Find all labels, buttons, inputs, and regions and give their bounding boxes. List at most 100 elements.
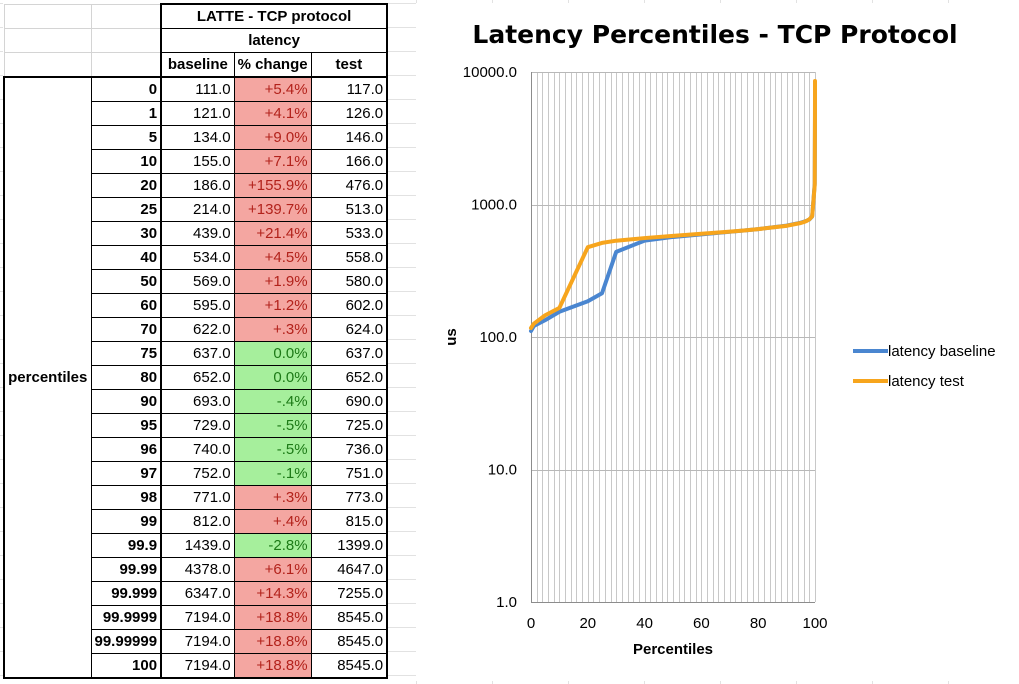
percentile-cell: 97 (90, 461, 162, 486)
test-cell: 4647.0 (310, 557, 389, 582)
change-cell: +21.4% (233, 221, 312, 246)
change-cell: 0.0% (233, 365, 312, 390)
test-cell: 126.0 (310, 101, 389, 126)
baseline-cell: 812.0 (160, 509, 235, 534)
change-cell: +6.1% (233, 557, 312, 582)
y-tick-label: 10.0 (488, 462, 517, 479)
baseline-cell: 569.0 (160, 269, 235, 294)
table-row: 99.9999 7194.0 +18.8% 8545.0 (4, 605, 389, 630)
baseline-cell: 740.0 (160, 437, 235, 462)
baseline-cell: 652.0 (160, 365, 235, 390)
chart-gridlines (531, 72, 816, 603)
test-cell: 533.0 (310, 221, 389, 246)
table-row: 50 569.0 +1.9% 580.0 (4, 269, 389, 294)
percentile-cell: 80 (90, 365, 162, 390)
empty-cell (3, 3, 92, 29)
table-title: LATTE - TCP protocol (160, 3, 389, 29)
y-tick-label: 100.0 (479, 329, 517, 346)
x-tick-label: 20 (579, 615, 596, 632)
table-row: percentiles 0 111.0 +5.4% 117.0 (3, 76, 389, 679)
percentile-cell: 75 (90, 341, 162, 366)
column-header-baseline: baseline (160, 52, 235, 78)
series-line-test (529, 79, 817, 330)
percentile-cell: 10 (90, 149, 162, 174)
change-cell: 0.0% (233, 341, 312, 366)
change-cell: +.3% (233, 317, 312, 342)
test-cell: 773.0 (310, 485, 389, 510)
table-row: 30 439.0 +21.4% 533.0 (4, 221, 389, 246)
test-cell: 166.0 (310, 149, 389, 174)
baseline-cell: 111.0 (160, 76, 235, 102)
percentile-cell: 99.9999 (90, 605, 162, 630)
percentile-cell: 25 (90, 197, 162, 222)
change-cell: -.1% (233, 461, 312, 486)
test-cell: 7255.0 (310, 581, 389, 606)
change-cell: +4.5% (233, 245, 312, 270)
baseline-cell: 1439.0 (160, 533, 235, 558)
x-tick-label: 0 (527, 615, 535, 632)
empty-cell (3, 28, 92, 53)
empty-cell (90, 3, 162, 29)
change-cell: +139.7% (233, 197, 312, 222)
column-group-header: latency (160, 28, 389, 53)
baseline-cell: 752.0 (160, 461, 235, 486)
test-cell: 624.0 (310, 317, 389, 342)
change-cell: +7.1% (233, 149, 312, 174)
legend-label: latency baseline (888, 343, 996, 360)
change-cell: +18.8% (233, 629, 312, 654)
baseline-cell: 7194.0 (160, 653, 235, 679)
baseline-cell: 622.0 (160, 317, 235, 342)
test-cell: 725.0 (310, 413, 389, 438)
percentile-cell: 99.99 (90, 557, 162, 582)
test-cell: 558.0 (310, 245, 389, 270)
latency-table: LATTE - TCP protocol latency baseline% cha… (3, 3, 389, 679)
change-cell: +5.4% (233, 76, 312, 102)
baseline-cell: 729.0 (160, 413, 235, 438)
table-row: 95 729.0 -.5% 725.0 (4, 413, 389, 438)
test-cell: 8545.0 (310, 629, 389, 654)
y-tick-label: 1.0 (496, 594, 517, 611)
table-row: 40 534.0 +4.5% 558.0 (4, 245, 389, 270)
table-row: 96 740.0 -.5% 736.0 (4, 437, 389, 462)
percentile-cell: 0 (90, 76, 162, 102)
test-cell: 8545.0 (310, 653, 389, 679)
chart-canvas: Latency Percentiles - TCP Protocol 1.0 10… (443, 20, 996, 658)
percentile-cell: 99.999 (90, 581, 162, 606)
percentile-cell: 90 (90, 389, 162, 414)
change-cell: +1.9% (233, 269, 312, 294)
table-row: 99.9 1439.0 -2.8% 1399.0 (4, 533, 389, 558)
row-group-label: percentiles (3, 76, 92, 679)
percentile-cell: 98 (90, 485, 162, 510)
table-row: 99.99 4378.0 +6.1% 4647.0 (4, 557, 389, 582)
baseline-cell: 534.0 (160, 245, 235, 270)
test-cell: 751.0 (310, 461, 389, 486)
x-tick-label: 40 (636, 615, 653, 632)
test-cell: 815.0 (310, 509, 389, 534)
baseline-cell: 186.0 (160, 173, 235, 198)
percentile-cell: 100 (90, 653, 162, 679)
percentile-cell: 60 (90, 293, 162, 318)
baseline-cell: 595.0 (160, 293, 235, 318)
change-cell: +14.3% (233, 581, 312, 606)
percentile-cell: 20 (90, 173, 162, 198)
empty-cell (90, 52, 162, 78)
percentile-cell: 95 (90, 413, 162, 438)
change-cell: -2.8% (233, 533, 312, 558)
table-row: 70 622.0 +.3% 624.0 (4, 317, 389, 342)
percentile-cell: 50 (90, 269, 162, 294)
percentile-cell: 70 (90, 317, 162, 342)
baseline-cell: 7194.0 (160, 629, 235, 654)
test-cell: 652.0 (310, 365, 389, 390)
change-cell: +18.8% (233, 605, 312, 630)
test-cell: 690.0 (310, 389, 389, 414)
baseline-cell: 214.0 (160, 197, 235, 222)
empty-cell (3, 52, 92, 78)
table-row: 90 693.0 -.4% 690.0 (4, 389, 389, 414)
table-row: 97 752.0 -.1% 751.0 (4, 461, 389, 486)
x-tick-label: 60 (693, 615, 710, 632)
percentile-cell: 5 (90, 125, 162, 150)
x-tick-label: 80 (750, 615, 767, 632)
change-cell: +1.2% (233, 293, 312, 318)
baseline-cell: 439.0 (160, 221, 235, 246)
baseline-cell: 7194.0 (160, 605, 235, 630)
